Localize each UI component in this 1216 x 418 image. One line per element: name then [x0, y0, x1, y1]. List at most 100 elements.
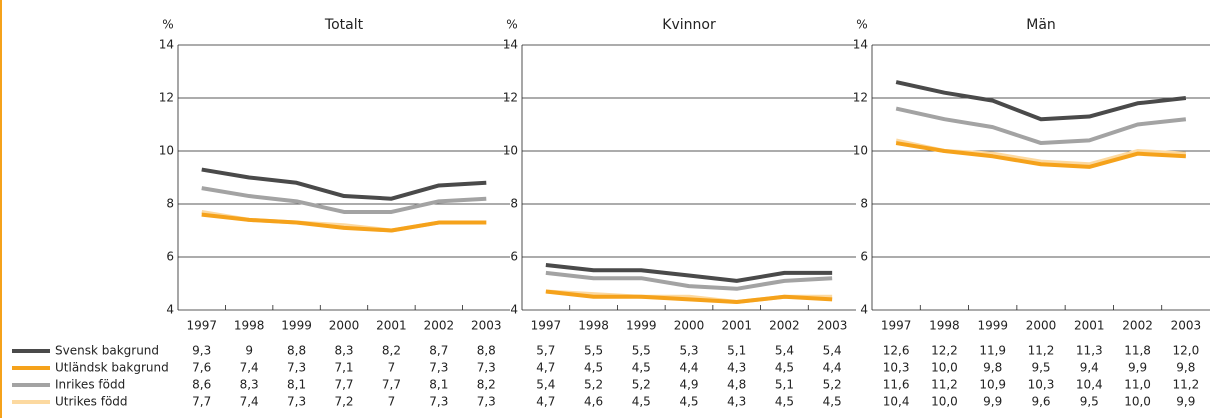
series-line	[545, 262, 833, 283]
y-tick-label: 12	[159, 91, 174, 105]
y-tick-label: 14	[853, 38, 868, 52]
y-tick-label: 8	[510, 197, 518, 211]
table-value: 9,4	[1080, 361, 1099, 375]
table-value: 4,4	[679, 361, 698, 375]
x-tick-label: 2000	[674, 319, 705, 333]
x-tick-label: 2002	[769, 319, 800, 333]
x-tick-label: 1999	[281, 319, 312, 333]
x-tick-label: 1998	[929, 319, 960, 333]
series-line	[201, 167, 487, 201]
table-value: 10,3	[883, 361, 910, 375]
y-tick-label: 14	[159, 38, 174, 52]
table-value: 12,0	[1172, 344, 1199, 358]
legend-label: Svensk bakgrund	[55, 344, 159, 358]
table-value: 8,6	[192, 378, 211, 392]
table-value: 7,7	[382, 378, 401, 392]
table-value: 7,6	[192, 361, 211, 375]
table-value: 10,0	[931, 361, 958, 375]
table-value: 4,7	[536, 361, 555, 375]
table-value: 4,3	[727, 395, 746, 409]
table-value: 8,3	[240, 378, 259, 392]
table-value: 7	[388, 395, 396, 409]
y-tick-label: 10	[503, 144, 518, 158]
series-line	[545, 289, 833, 305]
table-value: 8,3	[334, 344, 353, 358]
table-value: 7,3	[429, 361, 448, 375]
table-value: 9,5	[1031, 361, 1050, 375]
x-tick-label: 2001	[376, 319, 407, 333]
table-value: 7,4	[240, 395, 259, 409]
table-value: 9,6	[1031, 395, 1050, 409]
x-tick-label: 2002	[424, 319, 455, 333]
series-line	[201, 212, 487, 233]
chart-title: Totalt	[324, 17, 364, 33]
table-value: 11,8	[1124, 344, 1151, 358]
x-tick-label: 2000	[1026, 319, 1057, 333]
table-value: 5,5	[632, 344, 651, 358]
y-axis-label: %	[162, 18, 173, 32]
y-tick-label: 12	[503, 91, 518, 105]
table-value: 11,9	[979, 344, 1006, 358]
series-line	[895, 106, 1187, 146]
table-value: 10,9	[979, 378, 1006, 392]
table-value: 12,2	[931, 344, 958, 358]
series-line	[201, 186, 487, 214]
table-value: 8,1	[429, 378, 448, 392]
table-value: 9,5	[1080, 395, 1099, 409]
table-value: 8,8	[287, 344, 306, 358]
table-value: 11,2	[1172, 378, 1199, 392]
table-value: 7,3	[287, 395, 306, 409]
table-value: 5,5	[584, 344, 603, 358]
table-value: 4,4	[823, 361, 842, 375]
table-value: 5,4	[536, 378, 555, 392]
table-value: 7,3	[477, 361, 496, 375]
x-tick-label: 2003	[1171, 319, 1202, 333]
y-tick-label: 14	[503, 38, 518, 52]
series-line	[545, 270, 833, 291]
table-value: 4,6	[584, 395, 603, 409]
y-tick-label: 12	[853, 91, 868, 105]
table-value: 5,4	[823, 344, 842, 358]
x-tick-label: 2001	[1074, 319, 1105, 333]
x-tick-label: 2003	[817, 319, 848, 333]
table-value: 8,7	[429, 344, 448, 358]
x-tick-label: 1997	[186, 319, 217, 333]
table-value: 4,5	[775, 395, 794, 409]
table-value: 8,1	[287, 378, 306, 392]
table-value: 11,2	[931, 378, 958, 392]
table-value: 10,0	[931, 395, 958, 409]
legend-label: Utrikes född	[55, 395, 128, 409]
y-tick-label: 8	[860, 197, 868, 211]
table-value: 4,5	[679, 395, 698, 409]
y-tick-label: 4	[166, 303, 174, 317]
table-value: 7,3	[287, 361, 306, 375]
x-tick-label: 2002	[1122, 319, 1153, 333]
y-tick-label: 10	[853, 144, 868, 158]
chart-title: Män	[1026, 17, 1056, 33]
y-axis-label: %	[856, 18, 867, 32]
x-tick-label: 1999	[977, 319, 1008, 333]
table-value: 5,2	[823, 378, 842, 392]
table-value: 5,2	[632, 378, 651, 392]
table-value: 4,8	[727, 378, 746, 392]
table-value: 11,2	[1028, 344, 1055, 358]
y-axis-label: %	[506, 18, 517, 32]
y-tick-label: 8	[166, 197, 174, 211]
legend-label: Utländsk bakgrund	[55, 361, 169, 375]
table-value: 8,2	[382, 344, 401, 358]
table-value: 9,9	[1128, 361, 1147, 375]
x-tick-label: 2000	[329, 319, 360, 333]
y-tick-label: 4	[860, 303, 868, 317]
table-value: 7,3	[477, 395, 496, 409]
table-value: 4,9	[679, 378, 698, 392]
y-tick-label: 6	[510, 250, 518, 264]
table-value: 9	[245, 344, 253, 358]
table-value: 11,3	[1076, 344, 1103, 358]
x-tick-label: 1999	[626, 319, 657, 333]
y-tick-label: 6	[166, 250, 174, 264]
table-value: 4,3	[727, 361, 746, 375]
table-value: 4,5	[823, 395, 842, 409]
table-value: 9,8	[1176, 361, 1195, 375]
y-tick-label: 4	[510, 303, 518, 317]
table-value: 11,6	[883, 378, 910, 392]
